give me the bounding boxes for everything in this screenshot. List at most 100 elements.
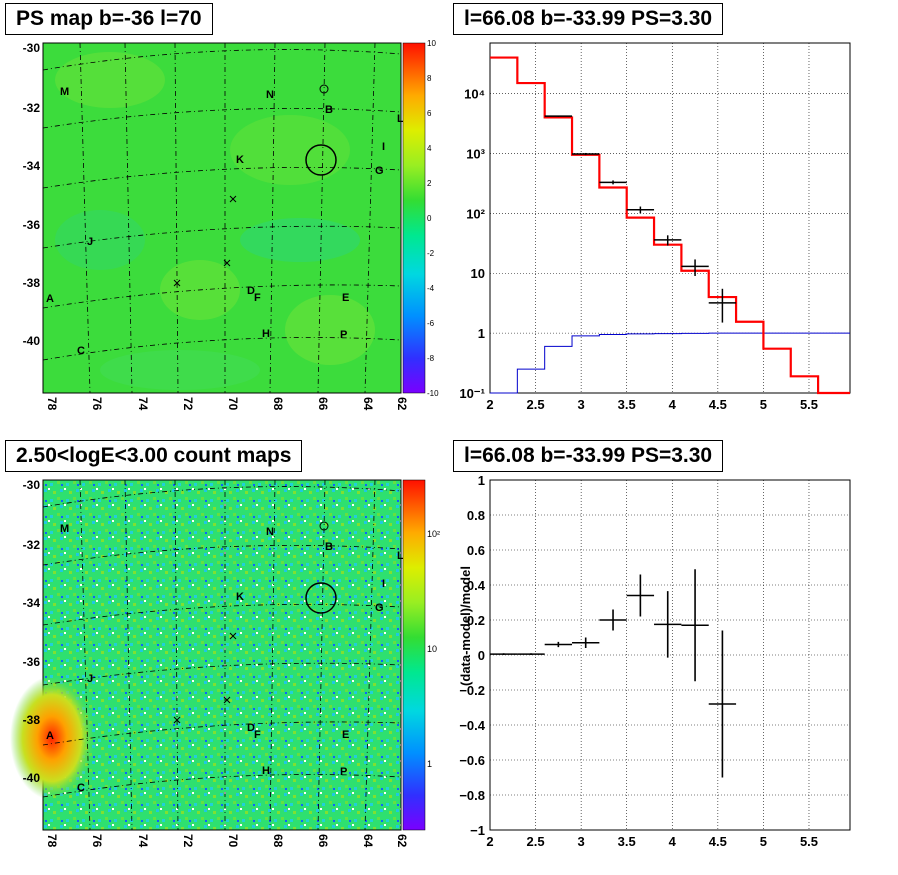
y-tick-label: −0.2 [459,683,485,698]
background-model-line [490,332,850,394]
ps-map-source-labels: M N B L I K G J A D F E H P C [46,86,404,357]
ps-colorbar [402,42,426,394]
residual-data-points [490,569,737,778]
y-tick: -38 [23,713,41,727]
y-tick: -34 [23,159,41,173]
source-label-F: F [254,729,261,741]
y-tick-label: 1 [478,326,485,341]
x-tick-label: 3.5 [618,397,636,412]
source-label-H: H [262,765,270,777]
source-label-M: M [60,523,69,535]
spectrum-x-ticks: 2 2.5 3 3.5 4 4.5 5 5.5 [486,397,818,412]
background-step-line [490,332,850,394]
x-tick: 68 [271,397,285,411]
x-tick: 72 [181,397,195,411]
y-tick-label: −0.8 [459,788,485,803]
source-label-K: K [236,591,244,603]
colorbar-tick: -2 [427,249,435,258]
colorbar-tick: 4 [427,144,432,153]
count-map-grid [42,479,402,831]
x-tick-label: 4 [669,834,677,849]
residual-x-ticks: 2 2.5 3 3.5 4 4.5 5 5.5 [486,834,818,849]
y-tick: -40 [23,771,41,785]
source-label-F: F [254,292,261,304]
source-label-E: E [342,729,349,741]
y-tick: -38 [23,276,41,290]
y-tick: -30 [23,41,41,55]
x-tick: 62 [395,834,409,848]
x-tick: 66 [316,834,330,848]
source-label-L: L [397,113,404,125]
count-map-y-ticks: -30 -32 -34 -36 -38 -40 [23,478,41,785]
x-tick: 76 [90,397,104,411]
x-tick: 64 [361,397,375,411]
source-label-N: N [266,89,274,101]
source-label-C: C [77,782,85,794]
x-tick-label: 2 [486,834,493,849]
x-tick-label: 2 [486,397,493,412]
source-label-I: I [382,578,385,590]
ps-colorbar-ticks: 10 8 6 4 2 0 -2 -4 -6 -8 -10 [427,39,439,398]
y-tick-label: −0.4 [459,718,485,733]
x-tick: 70 [226,397,240,411]
y-tick-label: 0.6 [467,543,485,558]
residual-panel: 2 2.5 3 3.5 4 4.5 5 5.5 1 0.8 0.6 0.4 0.2 0 −0.2 −0.4 −… [458,473,851,849]
source-label-A: A [46,293,54,305]
spectrum-frame [489,42,851,394]
y-tick-label: 10² [466,206,485,221]
y-tick: -30 [23,478,41,492]
spectrum-panel: 2 2.5 3 3.5 4 4.5 5 5.5 10⁻¹ 1 10 10² 10³ 10⁴ [459,42,851,412]
ps-map-patches [55,52,375,390]
source-label-D: D [247,285,255,297]
count-map-image [42,479,402,831]
source-label-J: J [87,673,93,685]
source-label-B: B [325,104,333,116]
source-label-J: J [87,236,93,248]
y-tick: -32 [23,101,41,115]
count-map-o-marker [319,521,329,531]
ps-map-grid [42,42,402,394]
count-map-source-labels: M N B L I K G J A D F E H P C [46,523,404,794]
source-label-P: P [340,329,347,341]
colorbar-tick: 10 [427,644,437,654]
source-label-G: G [375,602,384,614]
source-label-K: K [236,154,244,166]
x-tick-label: 4 [669,397,677,412]
x-tick: 64 [361,834,375,848]
y-tick-label: 10 [471,266,485,281]
x-tick: 72 [181,834,195,848]
source-label-C: C [77,345,85,357]
ps-map-x-ticks: 78 76 74 72 70 68 66 64 62 [45,397,409,411]
ps-map-y-ticks: -30 -32 -34 -36 -38 -40 [23,41,41,348]
source-label-L: L [397,550,404,562]
residual-ylabel: (data-model)/model [458,566,473,686]
x-tick-label: 3 [578,834,585,849]
colorbar-tick: 0 [427,214,432,223]
x-tick-label: 4.5 [709,834,727,849]
x-tick-label: 5.5 [800,834,818,849]
source-label-A: A [46,730,54,742]
y-tick: -32 [23,538,41,552]
x-tick-label: 3 [578,397,585,412]
y-tick-label: 0.4 [467,578,486,593]
residual-title: l=66.08 b=-33.99 PS=3.30 [453,440,724,472]
colorbar-tick: 6 [427,109,432,118]
count-colorbar [402,479,426,831]
spectrum-grid [489,43,850,394]
spectrum-y-ticks: 10⁻¹ 1 10 10² 10³ 10⁴ [459,87,485,401]
x-tick-label: 4.5 [709,397,727,412]
x-tick: 76 [90,834,104,848]
source-label-D: D [247,722,255,734]
x-tick: 74 [136,834,150,848]
x-tick: 68 [271,834,285,848]
count-map-x-ticks: 78 76 74 72 70 68 66 64 62 [45,834,409,848]
y-tick: -36 [23,655,41,669]
source-label-H: H [262,328,270,340]
residual-y-ticks: 1 0.8 0.6 0.4 0.2 0 −0.2 −0.4 −0.6 −0.8 −1 [459,473,485,838]
x-tick-label: 5 [760,834,767,849]
x-tick: 66 [316,397,330,411]
y-tick: -34 [23,596,41,610]
colorbar-tick: 1 [427,759,432,769]
colorbar-tick: -8 [427,354,435,363]
